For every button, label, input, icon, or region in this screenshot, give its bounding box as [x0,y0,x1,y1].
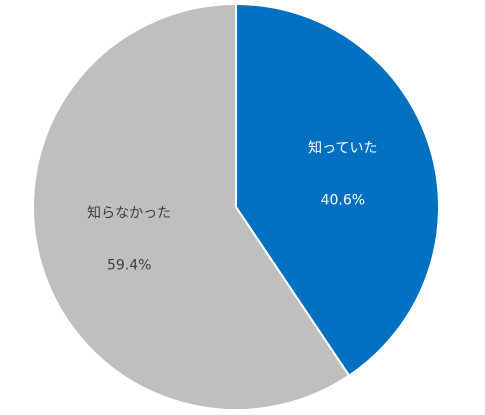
slice-label: 知っていた [308,140,377,157]
value-label: 59.4% [107,257,151,273]
pie-slice [235,2,440,377]
value-label: 40.6% [321,193,365,209]
slice-label: 知らなかった [87,204,171,221]
pie-slice [32,2,351,411]
